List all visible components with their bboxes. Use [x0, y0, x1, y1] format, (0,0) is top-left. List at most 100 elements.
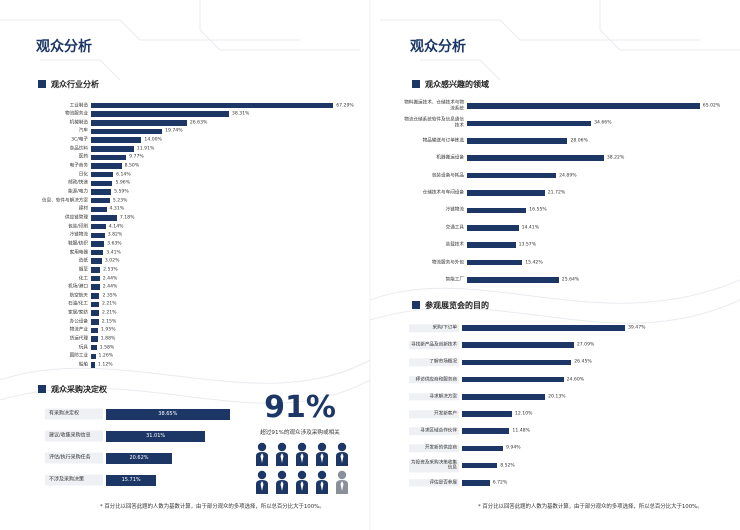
bar [467, 138, 568, 144]
category-label: 供应链管理 [65, 215, 88, 221]
person-icon [256, 470, 268, 494]
category-label: 采购/下订单 [409, 324, 459, 332]
bar [462, 342, 574, 348]
bar [91, 232, 105, 238]
bar [91, 102, 334, 109]
bar [467, 259, 523, 266]
bar [91, 267, 101, 273]
value-label: 38.31% [231, 111, 250, 117]
bar [106, 452, 172, 464]
value-label: 8.52% [500, 463, 515, 469]
category-label: 物流服务业 [65, 111, 88, 117]
value-label: 3.41% [106, 250, 121, 256]
category-label: 评估是否参展 [409, 479, 459, 487]
bar [106, 430, 206, 442]
value-label: 14.41% [521, 225, 540, 231]
category-label: 建材 [78, 206, 88, 212]
bar [91, 189, 112, 195]
bar [91, 284, 100, 290]
value-label: 26.45% [574, 359, 592, 365]
value-label: 9.94% [506, 445, 521, 451]
value-label: 2.21% [101, 301, 117, 307]
category-label: 信息、软件与解决方案 [42, 197, 88, 203]
stat-caption: 超过91%的观众涉及采购或相关 [260, 430, 340, 436]
value-label: 1.95% [101, 327, 116, 333]
category-label: 船舶 [78, 362, 88, 368]
value-label: 15.71% [121, 477, 141, 483]
category-label: 冷链物流 [69, 232, 88, 238]
bar [106, 408, 230, 420]
stat-value: 91% [264, 390, 336, 425]
bar [91, 336, 98, 342]
category-label: 评估/执行采购任务 [45, 452, 103, 464]
value-label: 34.66% [594, 120, 612, 126]
category-label: 物流仓储系统软件及信息通信技术 [404, 117, 464, 129]
value-label: 4.14% [108, 224, 124, 230]
value-label: 16.55% [529, 207, 547, 213]
bar [91, 258, 102, 264]
category-label: 石油/化工 [68, 301, 88, 307]
value-label: 1.26% [98, 353, 114, 359]
person-icon [296, 470, 308, 494]
category-label: 智能工厂 [445, 277, 464, 283]
category-label: 国防工业 [69, 353, 88, 359]
section-title: 观众感兴趣的领域 [412, 79, 489, 90]
value-label: 21.72% [547, 190, 566, 196]
value-label: 20.13% [548, 394, 566, 400]
bar [91, 301, 99, 308]
value-label: 15.42% [525, 260, 543, 266]
category-label: 玩具 [78, 344, 88, 350]
value-label: 20.62% [129, 455, 149, 461]
section-title: 观众行业分析 [38, 79, 99, 90]
category-label: 包装设备与耗品 [431, 172, 464, 178]
category-label: 3C/电子 [71, 137, 88, 143]
value-label: 4.31% [109, 206, 125, 212]
bar [91, 327, 99, 334]
person-icon [336, 470, 348, 494]
value-label: 2.15% [101, 319, 117, 325]
bar [91, 120, 187, 126]
value-label: 5.59% [114, 189, 129, 195]
value-label: 26.63% [189, 120, 208, 126]
bar [91, 128, 163, 135]
value-label: 14.00% [144, 137, 162, 143]
page-title: 观众分析 [36, 39, 92, 55]
bar [467, 242, 516, 248]
person-icon [256, 442, 268, 466]
section-title: 参观展览会的目的 [412, 300, 489, 311]
value-label: 2.35% [102, 293, 118, 299]
category-label: 汽车 [78, 128, 88, 134]
value-label: 5.96% [115, 180, 131, 186]
bar [91, 241, 105, 247]
bar [462, 359, 572, 366]
value-label: 24.89% [559, 173, 577, 179]
bar [91, 293, 100, 299]
category-label: 有采购决定权 [45, 408, 103, 420]
category-label: 了解市场概况 [409, 358, 459, 367]
bar [467, 172, 557, 179]
value-label: 11.91% [136, 146, 155, 152]
value-label: 12.10% [514, 411, 533, 417]
category-label: 化工 [78, 275, 88, 281]
value-label: 1.12% [98, 362, 113, 368]
value-label: 2.44% [102, 284, 118, 290]
category-label: 机械制造 [69, 120, 88, 126]
bar [462, 394, 546, 400]
bar [91, 111, 229, 117]
value-label: 11.48% [512, 428, 530, 434]
value-label: 31.01% [146, 433, 166, 439]
value-label: 19.74% [165, 128, 183, 134]
category-label: 邮政/快递 [68, 180, 88, 186]
bar [467, 207, 527, 214]
category-label: 寻求区域合作伙伴 [409, 427, 459, 435]
value-label: 9.77% [129, 154, 144, 160]
bar [91, 223, 106, 230]
category-label: 为投资及采购决策收集信息 [409, 459, 459, 473]
bar [91, 215, 117, 221]
value-label: 38.22% [606, 155, 625, 161]
category-label: 交通工具 [445, 225, 464, 231]
category-label: 物料搬运技术、仓储技术与物流系统 [404, 100, 464, 112]
category-label: 医药 [78, 154, 88, 160]
